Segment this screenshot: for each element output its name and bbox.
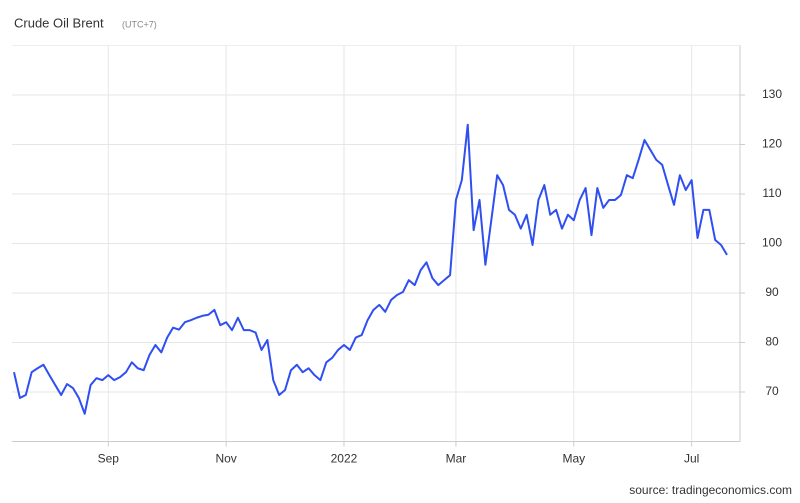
y-tick-label: 110 [762,186,781,200]
x-tick-label: 2022 [331,452,358,466]
x-tick-label: Mar [446,452,467,466]
chart-title: Crude Oil Brent [14,15,104,30]
x-tick-label: Jul [684,452,699,466]
y-tick-label: 100 [762,236,782,250]
x-tick-label: Nov [215,452,236,466]
y-tick-label: 90 [765,285,779,299]
y-tick-label: 130 [762,87,782,101]
price-line [13,123,728,415]
y-tick-label: 120 [762,137,782,151]
x-tick-label: Sep [98,452,120,466]
y-tick-label: 70 [765,384,779,398]
source: source: tradingeconomics.com [629,483,792,497]
chart-subtitle: (UTC+7) [122,19,157,29]
x-tick-label: May [562,452,585,466]
y-tick-label: 80 [765,335,779,349]
